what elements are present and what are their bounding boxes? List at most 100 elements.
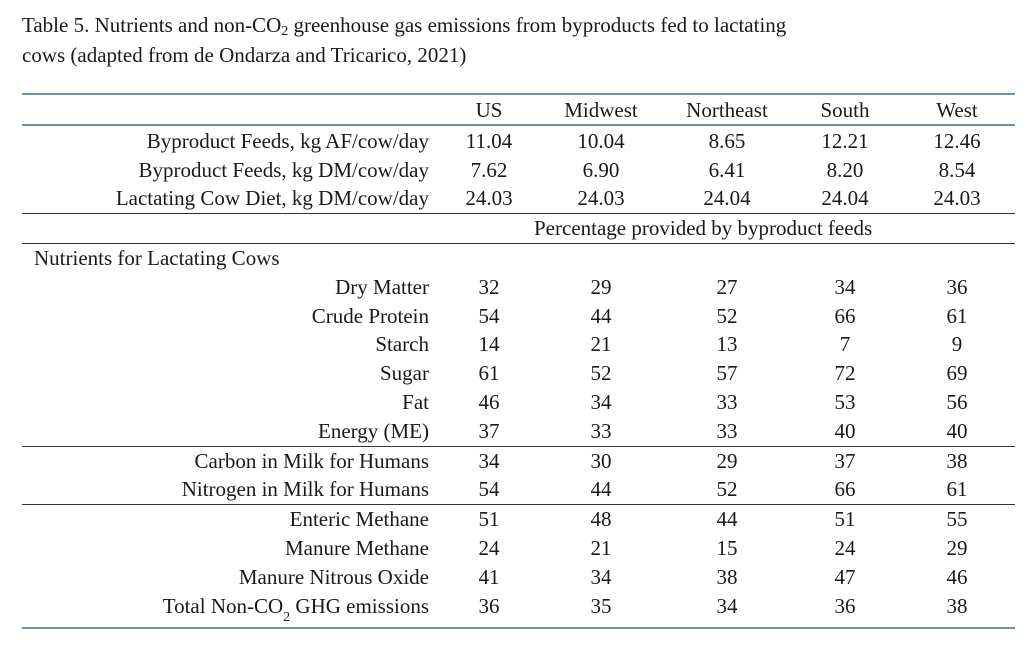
cell-west: 69 xyxy=(946,361,968,385)
row-label: Energy (ME) xyxy=(318,419,429,443)
cell-south: 51 xyxy=(834,507,856,531)
table-row: Total Non-CO2 GHG emissions 36 35 34 36 … xyxy=(0,592,1036,625)
caption-text: Table 5. Nutrients and non-CO xyxy=(22,13,282,37)
divider xyxy=(22,446,1015,447)
cell-west: 61 xyxy=(946,477,968,501)
cell-south: 72 xyxy=(834,361,856,385)
cell-us: 32 xyxy=(478,275,500,299)
cell-us: 41 xyxy=(478,565,500,589)
table-row: Crude Protein 54 44 52 66 61 xyxy=(0,302,1036,331)
cell-midwest: 34 xyxy=(590,390,612,414)
section-heading: Nutrients for Lactating Cows xyxy=(34,246,280,270)
cell-west: 40 xyxy=(946,419,968,443)
cell-us: 54 xyxy=(478,304,500,328)
table-row: Carbon in Milk for Humans 34 30 29 37 38 xyxy=(0,447,1036,476)
row-label: Sugar xyxy=(380,361,429,385)
row-label-subscript: 2 xyxy=(283,610,291,625)
row-label: Enteric Methane xyxy=(289,507,429,531)
table-row: Manure Nitrous Oxide 41 34 38 47 46 xyxy=(0,563,1036,592)
row-label: Total Non-CO2 GHG emissions xyxy=(162,592,429,625)
cell-us: 24.03 xyxy=(465,186,513,210)
cell-west: 36 xyxy=(946,275,968,299)
cell-us: 51 xyxy=(478,507,500,531)
row-label-text: Total Non-CO xyxy=(162,594,284,618)
cell-midwest: 10.04 xyxy=(577,129,625,153)
cell-west: 24.03 xyxy=(933,186,981,210)
cell-midwest: 48 xyxy=(590,507,612,531)
row-label: Nitrogen in Milk for Humans xyxy=(181,477,429,501)
cell-west: 38 xyxy=(946,594,968,618)
top-rule xyxy=(22,93,1015,95)
table-row: Energy (ME) 37 33 33 40 40 xyxy=(0,417,1036,446)
divider xyxy=(22,243,1015,244)
table-row: Sugar 61 52 57 72 69 xyxy=(0,359,1036,388)
cell-northeast: 57 xyxy=(716,361,738,385)
cell-west: 55 xyxy=(946,507,968,531)
cell-northeast: 15 xyxy=(716,536,738,560)
cell-west: 8.54 xyxy=(938,158,976,182)
cell-northeast: 27 xyxy=(716,275,738,299)
cell-us: 11.04 xyxy=(465,129,513,153)
cell-northeast: 34 xyxy=(716,594,738,618)
cell-northeast: 33 xyxy=(716,419,738,443)
cell-northeast: 13 xyxy=(716,332,738,356)
cell-midwest: 30 xyxy=(590,449,612,473)
cell-northeast: 8.65 xyxy=(708,129,746,153)
cell-west: 61 xyxy=(946,304,968,328)
cell-midwest: 21 xyxy=(590,536,612,560)
cell-us: 61 xyxy=(478,361,500,385)
column-header-us: US xyxy=(475,98,503,122)
cell-west: 56 xyxy=(946,390,968,414)
cell-northeast: 29 xyxy=(716,449,738,473)
row-label: Dry Matter xyxy=(335,275,429,299)
row-label: Byproduct Feeds, kg DM/cow/day xyxy=(138,158,429,182)
table-caption: Table 5. Nutrients and non-CO2 greenhous… xyxy=(22,10,1012,70)
cell-midwest: 21 xyxy=(590,332,612,356)
cell-midwest: 29 xyxy=(590,275,612,299)
column-header-west: West xyxy=(936,98,978,122)
table-row: Fat 46 34 33 53 56 xyxy=(0,388,1036,417)
cell-us: 14 xyxy=(478,332,500,356)
cell-midwest: 52 xyxy=(590,361,612,385)
table-row: Lactating Cow Diet, kg DM/cow/day 24.03 … xyxy=(0,184,1036,213)
cell-west: 29 xyxy=(946,536,968,560)
cell-south: 8.20 xyxy=(826,158,864,182)
cell-midwest: 24.03 xyxy=(577,186,625,210)
bottom-rule xyxy=(22,627,1015,629)
cell-us: 37 xyxy=(478,419,500,443)
cell-south: 40 xyxy=(834,419,856,443)
row-label-text: GHG emissions xyxy=(290,594,429,618)
cell-south: 7 xyxy=(839,332,851,356)
column-header-south: South xyxy=(820,98,870,122)
row-label: Byproduct Feeds, kg AF/cow/day xyxy=(146,129,429,153)
table-row: Byproduct Feeds, kg DM/cow/day 7.62 6.90… xyxy=(0,156,1036,185)
cell-midwest: 34 xyxy=(590,565,612,589)
row-label: Carbon in Milk for Humans xyxy=(194,449,429,473)
cell-south: 34 xyxy=(834,275,856,299)
cell-west: 12.46 xyxy=(933,129,981,153)
cell-south: 37 xyxy=(834,449,856,473)
cell-northeast: 38 xyxy=(716,565,738,589)
cell-west: 38 xyxy=(946,449,968,473)
header-rule xyxy=(22,124,1015,126)
cell-midwest: 33 xyxy=(590,419,612,443)
cell-us: 36 xyxy=(478,594,500,618)
column-header-midwest: Midwest xyxy=(564,98,638,122)
cell-south: 24.04 xyxy=(821,186,869,210)
cell-northeast: 6.41 xyxy=(708,158,746,182)
cell-midwest: 6.90 xyxy=(582,158,620,182)
cell-northeast: 44 xyxy=(716,507,738,531)
cell-northeast: 33 xyxy=(716,390,738,414)
table-row: Nitrogen in Milk for Humans 54 44 52 66 … xyxy=(0,475,1036,504)
cell-northeast: 52 xyxy=(716,477,738,501)
cell-us: 7.62 xyxy=(470,158,508,182)
cell-south: 66 xyxy=(834,477,856,501)
row-label: Fat xyxy=(402,390,429,414)
cell-midwest: 35 xyxy=(590,594,612,618)
cell-west: 46 xyxy=(946,565,968,589)
cell-south: 12.21 xyxy=(821,129,869,153)
table-row: Enteric Methane 51 48 44 51 55 xyxy=(0,505,1036,534)
divider xyxy=(22,213,1015,214)
cell-us: 34 xyxy=(478,449,500,473)
cell-south: 53 xyxy=(834,390,856,414)
